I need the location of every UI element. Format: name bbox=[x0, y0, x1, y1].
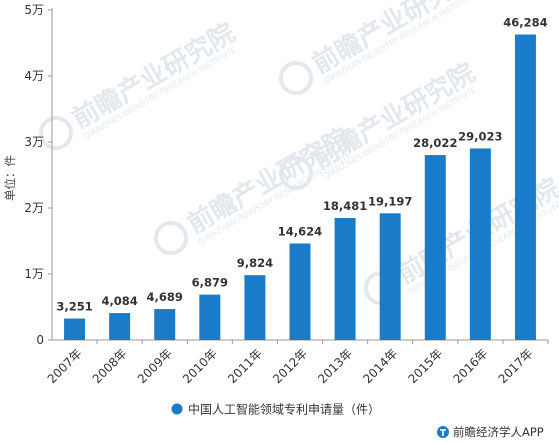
x-tick-label: 2012年 bbox=[270, 346, 310, 386]
watermark-logo-icon bbox=[154, 221, 188, 256]
x-tick-label: 2008年 bbox=[90, 346, 130, 386]
bar[interactable] bbox=[199, 294, 221, 340]
bar[interactable] bbox=[514, 34, 536, 340]
qianzhan-logo-icon bbox=[437, 426, 449, 438]
y-tick-label: 3万 bbox=[24, 135, 44, 149]
watermark-logo-icon bbox=[279, 61, 313, 96]
footer-source-text: 前瞻经济学人APP bbox=[453, 425, 544, 439]
y-tick-label: 2万 bbox=[24, 201, 44, 215]
watermark-logo-icon bbox=[39, 116, 73, 151]
bar-value-label: 28,022 bbox=[413, 136, 457, 150]
x-tick-label: 2014年 bbox=[360, 346, 400, 386]
x-tick-label: 2010年 bbox=[180, 346, 220, 386]
bar-value-label: 19,197 bbox=[368, 194, 412, 208]
bar[interactable] bbox=[64, 318, 86, 340]
x-tick-label: 2016年 bbox=[451, 346, 491, 386]
bar-value-label: 3,251 bbox=[56, 300, 92, 314]
bar-value-label: 14,624 bbox=[278, 224, 322, 238]
legend-label: 中国人工智能领域专利申请量（件） bbox=[188, 402, 380, 417]
footer: 前瞻经济学人APP bbox=[437, 425, 544, 439]
legend-marker bbox=[171, 403, 183, 415]
bar-value-label: 4,084 bbox=[101, 294, 137, 308]
bar[interactable] bbox=[379, 213, 401, 340]
watermark-logo-icon bbox=[279, 156, 313, 191]
y-axis-title: 单位：件 bbox=[3, 155, 17, 201]
x-tick-label: 2007年 bbox=[45, 346, 85, 386]
y-tick-label: 5万 bbox=[24, 3, 44, 17]
bar[interactable] bbox=[109, 313, 131, 340]
bar[interactable] bbox=[154, 309, 176, 340]
bar-value-label: 6,879 bbox=[192, 276, 228, 290]
y-tick-label: 1万 bbox=[24, 267, 44, 281]
bar-value-label: 29,023 bbox=[458, 129, 502, 143]
bar[interactable] bbox=[469, 148, 491, 340]
x-tick-label: 2009年 bbox=[135, 346, 175, 386]
bar-value-label: 18,481 bbox=[323, 199, 367, 213]
x-tick-label: 2015年 bbox=[405, 346, 445, 386]
bar-value-label: 4,689 bbox=[147, 290, 183, 304]
x-tick-label: 2017年 bbox=[496, 346, 536, 386]
watermark-text: 前瞻产业研究院 bbox=[182, 122, 355, 240]
x-tick-label: 2011年 bbox=[225, 346, 265, 386]
x-tick-label: 2013年 bbox=[315, 346, 355, 386]
bar[interactable] bbox=[244, 275, 266, 340]
y-tick-label: 4万 bbox=[24, 69, 44, 83]
y-tick-label: 0 bbox=[36, 333, 44, 347]
legend[interactable]: 中国人工智能领域专利申请量（件） bbox=[171, 402, 381, 417]
bar[interactable] bbox=[334, 218, 356, 340]
bar[interactable] bbox=[424, 155, 446, 340]
bar[interactable] bbox=[289, 243, 311, 340]
watermark-text: 前瞻产业研究院 bbox=[67, 17, 240, 135]
bar-value-label: 46,284 bbox=[503, 16, 547, 30]
bar-value-label: 9,824 bbox=[237, 256, 273, 270]
